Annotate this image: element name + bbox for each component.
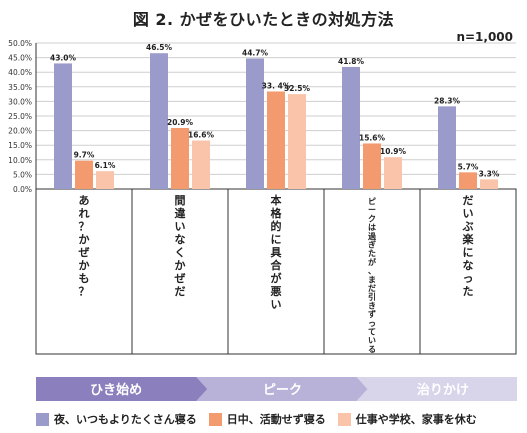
bar <box>192 140 210 189</box>
phase-arrow <box>356 377 517 401</box>
y-tick-label: 5.0% <box>13 170 32 179</box>
legend-item: 夜、いつもよりたくさん寝る <box>36 411 197 427</box>
data-label: 44.7% <box>242 48 269 57</box>
y-tick-label: 40.0% <box>8 68 32 77</box>
bar <box>171 127 189 189</box>
bar <box>480 179 498 189</box>
legend-swatch <box>208 412 222 426</box>
bar <box>96 171 114 189</box>
bar <box>267 91 285 189</box>
bar <box>459 172 477 189</box>
phase-arrow <box>36 377 208 401</box>
phase-label: 治りかけ <box>417 382 469 398</box>
data-label: 3.3% <box>479 169 500 178</box>
y-tick-label: 25.0% <box>8 112 32 121</box>
category-label: だいぶ楽になった <box>462 194 475 298</box>
data-label: 46.5% <box>146 43 173 52</box>
data-label: 9.7% <box>74 151 95 160</box>
bar <box>438 106 456 189</box>
legend-label: 夜、いつもよりたくさん寝る <box>54 413 197 426</box>
bar <box>75 160 93 189</box>
bar <box>363 143 381 189</box>
legend: 夜、いつもよりたくさん寝る 日中、活動せず寝る 仕事や学校、家事を休む <box>36 408 526 430</box>
category-label: 間違いなくかぜだ <box>175 194 186 298</box>
bar <box>384 157 402 189</box>
y-tick-label: 20.0% <box>8 127 32 136</box>
y-tick-label: 10.0% <box>8 156 32 165</box>
y-tick-label: 15.0% <box>8 141 32 150</box>
legend-swatch <box>36 412 49 426</box>
data-label: 43.0% <box>50 53 77 62</box>
legend-item: 仕事や学校、家事を休む <box>337 411 477 427</box>
bar <box>246 58 264 190</box>
phase-label: ひき始め <box>90 382 142 398</box>
data-label: 20.9% <box>167 118 194 127</box>
legend-label: 日中、活動せず寝る <box>226 413 326 426</box>
bar <box>288 94 306 189</box>
data-label: 16.6% <box>188 131 215 140</box>
category-label: あれ？かぜかも？ <box>79 194 90 298</box>
data-label: 6.1% <box>95 161 116 170</box>
category-label: 本格的に具合が悪い <box>271 193 283 311</box>
phase-arrow <box>196 377 368 401</box>
legend-item: 日中、活動せず寝る <box>208 411 326 427</box>
bar <box>54 63 72 189</box>
bar <box>342 66 360 189</box>
y-tick-label: 45.0% <box>8 54 32 63</box>
sample-size-label: n=1,000 <box>456 30 513 44</box>
category-label: ピークは過ぎたが、まだ引きずっている <box>367 196 377 354</box>
y-tick-label: 50.0% <box>8 39 32 48</box>
legend-label: 仕事や学校、家事を休む <box>355 413 477 426</box>
data-label: 28.3% <box>434 96 461 105</box>
data-label: 5.7% <box>458 162 479 171</box>
data-label: 32.5% <box>284 84 311 93</box>
legend-swatch <box>337 412 351 426</box>
chart-title: 図 2. かぜをひいたときの対処方法 <box>132 10 395 29</box>
data-label: 33. 4% <box>262 81 291 90</box>
bar <box>150 53 168 189</box>
y-tick-label: 35.0% <box>8 83 32 92</box>
data-label: 10.9% <box>380 147 407 156</box>
data-label: 15.6% <box>359 133 386 142</box>
y-tick-label: 0.0% <box>13 185 32 194</box>
y-tick-label: 30.0% <box>8 97 32 106</box>
data-label: 41.8% <box>338 57 365 66</box>
phase-label: ピーク <box>263 383 302 398</box>
